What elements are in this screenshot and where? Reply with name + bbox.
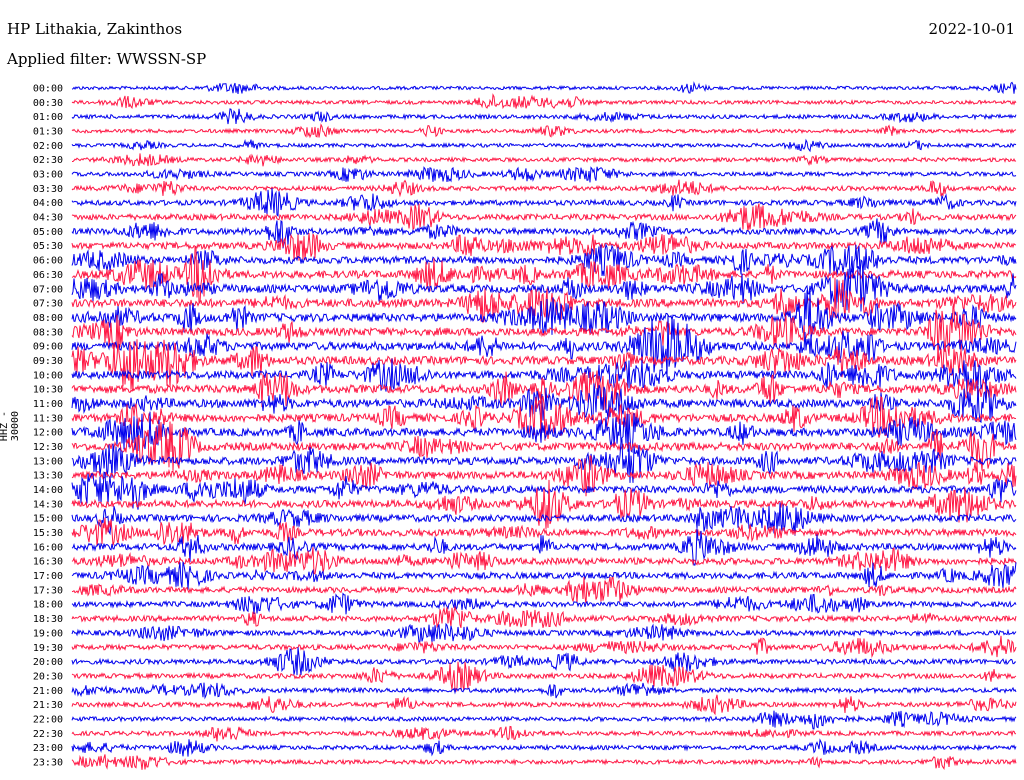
trace-row bbox=[71, 738, 1017, 757]
trace-row bbox=[71, 661, 1017, 693]
row-label: 17:30 bbox=[33, 585, 63, 596]
trace-row bbox=[71, 265, 1017, 312]
row-label: 14:00 bbox=[33, 485, 63, 496]
trace-row bbox=[71, 242, 1017, 279]
row-label: 01:30 bbox=[33, 127, 63, 138]
trace-row bbox=[71, 605, 1017, 629]
row-label: 00:00 bbox=[33, 84, 63, 95]
row-label: 14:30 bbox=[33, 499, 63, 510]
trace-row bbox=[71, 138, 1017, 153]
trace-row bbox=[71, 528, 1017, 566]
trace-row bbox=[71, 314, 1017, 378]
row-label: 02:30 bbox=[33, 155, 63, 166]
row-label: 16:30 bbox=[33, 557, 63, 568]
row-label: 18:00 bbox=[33, 600, 63, 611]
row-label: 05:00 bbox=[33, 227, 63, 238]
trace-row bbox=[71, 592, 1017, 615]
trace-row bbox=[71, 502, 1017, 536]
row-label: 08:00 bbox=[33, 313, 63, 324]
row-label: 04:00 bbox=[33, 198, 63, 209]
row-label: 22:00 bbox=[33, 714, 63, 725]
row-label: 18:30 bbox=[33, 614, 63, 625]
trace-row bbox=[71, 245, 1017, 304]
trace-row bbox=[71, 370, 1017, 411]
trace-row bbox=[71, 455, 1017, 497]
row-label: 05:30 bbox=[33, 241, 63, 252]
trace-row bbox=[71, 622, 1017, 643]
trace-row bbox=[71, 339, 1017, 391]
row-label: 20:00 bbox=[33, 657, 63, 668]
trace-row bbox=[71, 694, 1017, 716]
trace-row bbox=[71, 517, 1017, 547]
row-label: 00:30 bbox=[33, 98, 63, 109]
trace-row bbox=[71, 290, 1017, 339]
trace-row bbox=[71, 725, 1017, 742]
row-label: 03:30 bbox=[33, 184, 63, 195]
row-label: 15:00 bbox=[33, 514, 63, 525]
trace-row bbox=[71, 188, 1017, 217]
row-label: 06:30 bbox=[33, 270, 63, 281]
trace-row bbox=[71, 471, 1017, 510]
row-label: 12:00 bbox=[33, 428, 63, 439]
trace-row bbox=[71, 93, 1017, 110]
row-label: 09:00 bbox=[33, 342, 63, 353]
row-label: 10:30 bbox=[33, 385, 63, 396]
row-label: 16:00 bbox=[33, 542, 63, 553]
trace-row bbox=[71, 547, 1017, 575]
trace-row bbox=[71, 277, 1017, 324]
row-label: 23:00 bbox=[33, 743, 63, 754]
row-label: 11:00 bbox=[33, 399, 63, 410]
trace-row bbox=[71, 754, 1017, 770]
row-label: 21:00 bbox=[33, 686, 63, 697]
row-label: 03:00 bbox=[33, 170, 63, 181]
filter-label: Applied filter: WWSSN-SP bbox=[7, 50, 207, 68]
row-label: 01:00 bbox=[33, 112, 63, 123]
station-title: HP Lithakia, Zakinthos bbox=[7, 20, 183, 38]
row-label: 11:30 bbox=[33, 413, 63, 424]
row-label: 15:30 bbox=[33, 528, 63, 539]
trace-row bbox=[71, 218, 1017, 249]
trace-row bbox=[71, 203, 1017, 232]
row-label: 10:00 bbox=[33, 370, 63, 381]
trace-row bbox=[71, 166, 1017, 183]
row-label: 23:30 bbox=[33, 757, 63, 768]
row-label: 19:30 bbox=[33, 643, 63, 654]
trace-row bbox=[71, 438, 1017, 483]
row-label: 07:00 bbox=[33, 284, 63, 295]
trace-row bbox=[71, 576, 1017, 605]
trace-row bbox=[71, 81, 1017, 95]
trace-row bbox=[71, 682, 1017, 700]
trace-row bbox=[71, 647, 1017, 676]
trace-row bbox=[71, 358, 1017, 395]
trace-row bbox=[71, 108, 1017, 125]
trace-row bbox=[72, 153, 1017, 167]
row-label: 04:30 bbox=[33, 213, 63, 224]
row-label: 07:30 bbox=[33, 299, 63, 310]
row-label: 21:30 bbox=[33, 700, 63, 711]
row-label: 02:00 bbox=[33, 141, 63, 152]
trace-row bbox=[71, 123, 1017, 139]
row-label: 09:30 bbox=[33, 356, 63, 367]
date-label: 2022-10-01 bbox=[928, 20, 1015, 38]
trace-row bbox=[71, 479, 1017, 529]
row-label: 19:00 bbox=[33, 628, 63, 639]
trace-row bbox=[71, 710, 1017, 730]
trace-row bbox=[71, 635, 1017, 659]
trace-row bbox=[71, 179, 1017, 198]
row-label: 13:30 bbox=[33, 471, 63, 482]
row-label: 06:00 bbox=[33, 256, 63, 267]
row-label: 20:30 bbox=[33, 671, 63, 682]
trace-row bbox=[71, 395, 1017, 441]
trace-row bbox=[71, 421, 1017, 471]
row-label: 13:00 bbox=[33, 456, 63, 467]
trace-row bbox=[71, 411, 1017, 453]
row-label: 22:30 bbox=[33, 729, 63, 740]
row-label: 12:30 bbox=[33, 442, 63, 453]
trace-row bbox=[71, 305, 1017, 361]
row-label: 08:30 bbox=[33, 327, 63, 338]
trace-row bbox=[71, 561, 1017, 591]
row-label: 17:00 bbox=[33, 571, 63, 582]
trace-row bbox=[71, 232, 1017, 261]
